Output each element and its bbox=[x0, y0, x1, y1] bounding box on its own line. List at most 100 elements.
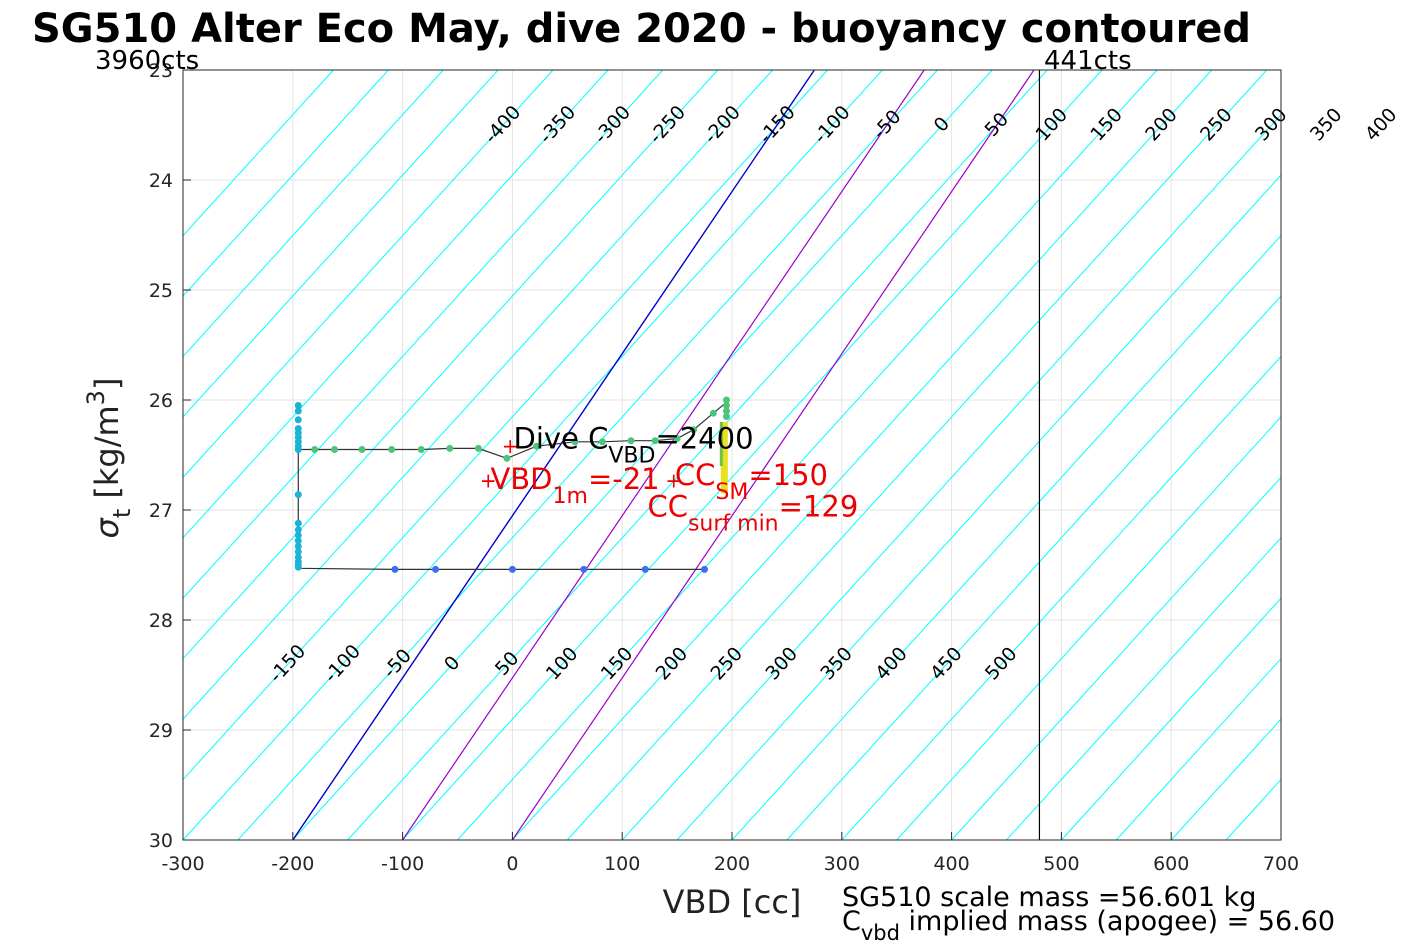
contour-line bbox=[183, 70, 664, 599]
data-point bbox=[723, 402, 731, 409]
annotation-dive-cvbd: Dive CVBD=2400 bbox=[513, 422, 753, 469]
contour-label: 400 bbox=[1361, 104, 1402, 146]
data-point bbox=[673, 435, 681, 442]
y-tick-label: 23 bbox=[149, 60, 173, 82]
data-point bbox=[709, 409, 717, 417]
axes: -300 -200 -100 0 100 200 300 400 500 600 700 23 24 25… bbox=[149, 60, 1299, 875]
cts-left-label: 3960cts bbox=[95, 46, 199, 76]
contour-line bbox=[183, 70, 609, 539]
contour-line bbox=[457, 70, 1158, 840]
data-point bbox=[723, 396, 731, 404]
data-point bbox=[294, 542, 302, 550]
y-tick-label: 30 bbox=[149, 830, 173, 852]
contour-line bbox=[786, 295, 1281, 840]
contour-line bbox=[896, 416, 1281, 840]
contour-line bbox=[1280, 839, 1281, 840]
data-point bbox=[294, 416, 302, 424]
implied-mass-text: Cvbd implied mass (apogee) = 56.60 bbox=[842, 906, 1335, 945]
y-tick-label: 24 bbox=[149, 170, 173, 192]
contour-line bbox=[183, 70, 828, 781]
contour-line bbox=[1061, 597, 1281, 840]
data-point bbox=[641, 565, 649, 573]
x-axis-label: VBD [cc] bbox=[663, 883, 802, 921]
contour-line bbox=[1336, 70, 1417, 840]
x-tick-label: -100 bbox=[381, 853, 424, 875]
data-point bbox=[701, 565, 709, 573]
y-axis-label: σt [kg/m3] bbox=[82, 378, 136, 539]
contour-line bbox=[731, 234, 1281, 840]
contour-line bbox=[183, 70, 719, 660]
data-point bbox=[294, 519, 302, 527]
data-point bbox=[474, 444, 482, 452]
contour-line bbox=[621, 113, 1281, 840]
contour-line bbox=[183, 70, 883, 840]
data-point bbox=[294, 425, 302, 433]
data-point bbox=[294, 531, 302, 539]
data-point bbox=[651, 437, 659, 445]
data-point bbox=[723, 407, 731, 415]
data-point bbox=[627, 437, 635, 445]
data-point bbox=[723, 413, 731, 420]
red-plus-marker: + bbox=[480, 468, 497, 492]
red-plus-marker: + bbox=[665, 468, 682, 492]
data-point bbox=[508, 565, 516, 573]
contour-line bbox=[951, 476, 1281, 840]
contour-line bbox=[237, 70, 938, 840]
data-point bbox=[358, 446, 366, 453]
y-tick-label: 28 bbox=[149, 610, 173, 632]
x-tick-label: 100 bbox=[604, 853, 640, 875]
data-point bbox=[294, 548, 302, 556]
data-point bbox=[294, 402, 302, 409]
scale-mass-text: SG510 scale mass =56.601 kg bbox=[842, 882, 1256, 913]
data-point bbox=[294, 537, 302, 545]
annotation-cc-surf-min: CCsurf min=129 bbox=[647, 490, 858, 537]
y-tick-label: 26 bbox=[149, 390, 173, 412]
y-tick-label: 27 bbox=[149, 500, 173, 522]
contour-label: 350 bbox=[1306, 104, 1347, 146]
x-tick-label: 0 bbox=[506, 853, 518, 875]
data-point bbox=[311, 446, 319, 453]
red-plus-marker: + bbox=[502, 434, 519, 458]
data-point bbox=[388, 446, 396, 453]
data-point bbox=[580, 565, 588, 573]
contour-line bbox=[566, 70, 1268, 840]
contour-line bbox=[183, 70, 444, 358]
x-tick-label: 700 bbox=[1263, 853, 1299, 875]
contour-line bbox=[402, 70, 1103, 840]
data-point bbox=[446, 444, 454, 452]
contour-line bbox=[1006, 537, 1281, 840]
data-point bbox=[294, 407, 302, 415]
data-point bbox=[598, 438, 606, 446]
contour-line-purple bbox=[511, 70, 1035, 840]
contour-line bbox=[841, 355, 1281, 840]
y-tick-label: 25 bbox=[149, 280, 173, 302]
contour-line bbox=[347, 70, 1048, 840]
contour-line bbox=[512, 70, 1213, 840]
x-tick-label: -300 bbox=[161, 853, 204, 875]
data-point bbox=[503, 454, 511, 462]
buoyancy-contours bbox=[183, 70, 1417, 840]
contour-line bbox=[183, 70, 389, 297]
contour-line bbox=[183, 70, 554, 479]
data-point bbox=[690, 426, 698, 434]
data-point bbox=[417, 446, 425, 453]
data-point bbox=[391, 565, 399, 573]
chart-title: SG510 Alter Eco May, dive 2020 - buoyanc… bbox=[32, 6, 1252, 52]
y-tick-label: 29 bbox=[149, 720, 173, 742]
x-tick-label: 500 bbox=[1043, 853, 1079, 875]
trajectory-line bbox=[297, 401, 727, 571]
contour-line-zero bbox=[292, 70, 815, 840]
dive-trajectory bbox=[294, 396, 731, 573]
contour-line bbox=[676, 174, 1281, 840]
data-point bbox=[533, 442, 541, 450]
cts-right-label: 441cts bbox=[1044, 46, 1132, 76]
contour-line-purple bbox=[402, 70, 925, 840]
x-tick-label: 600 bbox=[1153, 853, 1189, 875]
data-point bbox=[294, 526, 302, 534]
data-point bbox=[294, 491, 302, 499]
annotation-cc-sm: CCSM=150 bbox=[675, 458, 828, 505]
x-tick-label: 400 bbox=[933, 853, 969, 875]
data-point bbox=[294, 553, 302, 561]
data-point bbox=[331, 446, 339, 453]
